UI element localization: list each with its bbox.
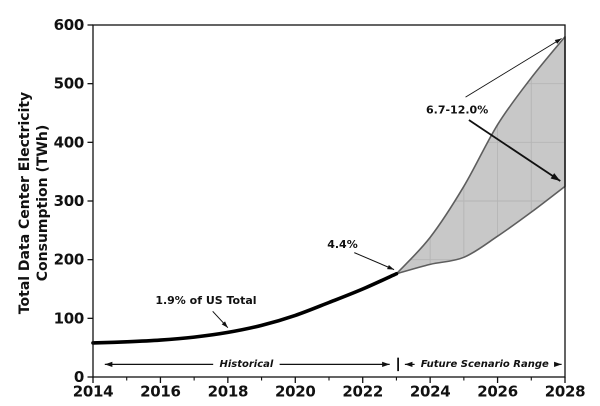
y-axis-ticks: 0 100 200 300 400 500 600 (54, 16, 93, 386)
y-tick-label: 0 (74, 368, 84, 386)
x-tick-label: 2016 (140, 383, 181, 401)
x-axis-ticks: 2014 2016 2018 2020 2022 2024 2026 2028 (73, 377, 586, 401)
x-tick-label: 2026 (477, 383, 518, 401)
y-tick-label: 300 (54, 192, 84, 210)
x-tick-label: 2028 (545, 383, 586, 401)
annotation-pct-2028: 6.7-12.0% (426, 104, 488, 117)
x-tick-label: 2024 (410, 383, 451, 401)
annotation-arrows (104, 38, 562, 372)
x-tick-label: 2022 (342, 383, 383, 401)
y-tick-label: 200 (54, 251, 84, 269)
future-span-label: Future Scenario Range (421, 359, 549, 370)
annotation-labels: 1.9% of US Total 4.4% 6.7-12.0% Historic… (155, 104, 549, 370)
historical-span-label: Historical (219, 359, 273, 370)
y-tick-label: 600 (54, 16, 84, 34)
historical-line (91, 271, 399, 345)
band-gridlines (396, 36, 565, 274)
y-tick-label: 100 (54, 309, 84, 327)
y-tick-label: 400 (54, 133, 84, 151)
x-tick-label: 2020 (275, 383, 316, 401)
annotation-pct-2023: 4.4% (327, 238, 358, 251)
future-scenario-band (396, 36, 565, 274)
x-tick-label: 2018 (208, 383, 249, 401)
annotation-us-total: 1.9% of US Total (155, 294, 256, 307)
x-tick-label: 2014 (73, 383, 114, 401)
y-tick-label: 500 (54, 75, 84, 93)
